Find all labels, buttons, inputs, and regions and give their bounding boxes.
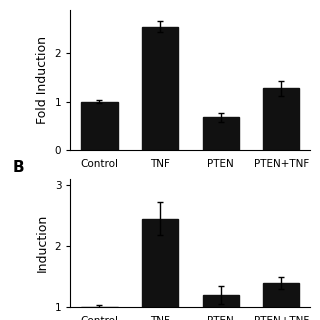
- Bar: [263, 88, 300, 150]
- Bar: [142, 219, 178, 320]
- Bar: [81, 307, 118, 320]
- Bar: [203, 295, 239, 320]
- Bar: [142, 27, 178, 150]
- Y-axis label: Induction: Induction: [36, 214, 49, 272]
- Text: B: B: [13, 160, 24, 175]
- Bar: [263, 283, 300, 320]
- Bar: [203, 117, 239, 150]
- Y-axis label: Fold Induction: Fold Induction: [36, 36, 49, 124]
- Bar: [81, 102, 118, 150]
